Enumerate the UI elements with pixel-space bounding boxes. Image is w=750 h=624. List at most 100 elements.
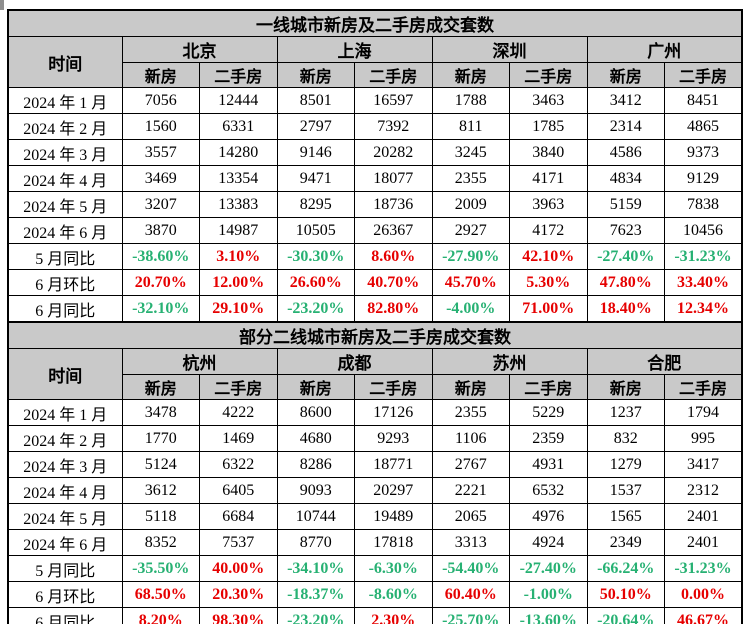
row-label: 2024 年 1 月: [7, 399, 123, 426]
table-title: 部分二线城市新房及二手房成交套数: [7, 321, 743, 349]
value-cell: 8286: [276, 451, 355, 478]
value-cell: 1237: [586, 399, 665, 426]
pct-value-cell: 60.40%: [431, 581, 510, 608]
value-cell: 5159: [586, 191, 665, 218]
pct-value-cell: 40.70%: [354, 269, 433, 296]
row-label: 6 月同比: [7, 607, 123, 624]
pct-value-cell: -31.23%: [664, 243, 743, 270]
value-cell: 1770: [121, 425, 200, 452]
value-cell: 5118: [121, 503, 200, 530]
pct-value-cell: -6.30%: [354, 555, 433, 582]
value-cell: 9471: [276, 165, 355, 192]
subcol-header-3-0: 新房: [586, 374, 665, 400]
table-row: 2024 年 3 月 5124 6322 8286 18771 2767 4931 1279 3…: [7, 451, 743, 478]
pct-value-cell: -32.10%: [121, 295, 200, 323]
value-cell: 2401: [664, 503, 743, 530]
pct-value-cell: 8.20%: [121, 607, 200, 624]
value-cell: 1565: [586, 503, 665, 530]
pct-value-cell: 2.30%: [354, 607, 433, 624]
pct-value-cell: 5.30%: [509, 269, 588, 296]
value-cell: 2221: [431, 477, 510, 504]
table-row: 2024 年 6 月 3870 14987 10505 26367 2927 4172 762…: [7, 217, 743, 244]
table-row: 2024 年 2 月 1560 6331 2797 7392 811 1785 2314 486…: [7, 113, 743, 140]
pct-value-cell: -31.23%: [664, 555, 743, 582]
table-title: 一线城市新房及二手房成交套数: [7, 9, 743, 37]
value-cell: 6322: [199, 451, 278, 478]
value-cell: 9129: [664, 165, 743, 192]
value-cell: 12444: [199, 87, 278, 114]
value-cell: 1279: [586, 451, 665, 478]
value-cell: 1106: [431, 425, 510, 452]
value-cell: 10744: [276, 503, 355, 530]
pct-value-cell: 46.67%: [664, 607, 743, 624]
value-cell: 9093: [276, 477, 355, 504]
value-cell: 20297: [354, 477, 433, 504]
pct-value-cell: 71.00%: [509, 295, 588, 323]
value-cell: 2009: [431, 191, 510, 218]
value-cell: 3612: [121, 477, 200, 504]
value-cell: 1794: [664, 399, 743, 426]
subcol-header-3-0: 新房: [586, 62, 665, 88]
subcol-header-2-1: 二手房: [509, 374, 588, 400]
subcol-header-1-0: 新房: [276, 374, 355, 400]
value-cell: 8770: [276, 529, 355, 556]
value-cell: 3245: [431, 139, 510, 166]
subcol-header-2-0: 新房: [431, 374, 510, 400]
pct-value-cell: 33.40%: [664, 269, 743, 296]
tables-container: 一线城市新房及二手房成交套数 时间 北京 上海 深圳 广州 新房 二手房 新房 二手房 新房 二手房新…: [7, 9, 743, 624]
city-header-2: 苏州: [431, 348, 588, 375]
subcol-header-0-1: 二手房: [199, 374, 278, 400]
value-cell: 18077: [354, 165, 433, 192]
subcol-header-2-0: 新房: [431, 62, 510, 88]
pct-value-cell: -54.40%: [431, 555, 510, 582]
value-cell: 10456: [664, 217, 743, 244]
pct-value-cell: 20.30%: [199, 581, 278, 608]
pct-value-cell: -27.40%: [586, 243, 665, 270]
value-cell: 3870: [121, 217, 200, 244]
value-cell: 3463: [509, 87, 588, 114]
subcol-header-3-1: 二手房: [664, 374, 743, 400]
pct-value-cell: -23.20%: [276, 607, 355, 624]
table-row: 2024 年 5 月 3207 13383 8295 18736 2009 3963 5159…: [7, 191, 743, 218]
pct-value-cell: 42.10%: [509, 243, 588, 270]
pct-value-cell: 12.34%: [664, 295, 743, 323]
value-cell: 18771: [354, 451, 433, 478]
value-cell: 14280: [199, 139, 278, 166]
row-label: 2024 年 4 月: [7, 477, 123, 504]
value-cell: 5124: [121, 451, 200, 478]
value-cell: 8600: [276, 399, 355, 426]
value-cell: 6405: [199, 477, 278, 504]
subcol-header-0-1: 二手房: [199, 62, 278, 88]
value-cell: 3478: [121, 399, 200, 426]
pct-value-cell: -18.37%: [276, 581, 355, 608]
value-cell: 2767: [431, 451, 510, 478]
value-cell: 6331: [199, 113, 278, 140]
tier1-cities-table: 一线城市新房及二手房成交套数 时间 北京 上海 深圳 广州 新房 二手房 新房 二手房 新房 二手房新…: [7, 9, 743, 323]
value-cell: 832: [586, 425, 665, 452]
subcol-header-1-1: 二手房: [354, 374, 433, 400]
pct-value-cell: -27.40%: [509, 555, 588, 582]
value-cell: 2065: [431, 503, 510, 530]
value-cell: 17818: [354, 529, 433, 556]
pct-value-cell: -1.00%: [509, 581, 588, 608]
value-cell: 4680: [276, 425, 355, 452]
value-cell: 3412: [586, 87, 665, 114]
table-row: 5 月同比 -38.60% 3.10% -30.30% 8.60% -27.90% 42.1…: [7, 243, 743, 270]
value-cell: 4222: [199, 399, 278, 426]
tier2-cities-table: 部分二线城市新房及二手房成交套数 时间 杭州 成都 苏州 合肥 新房 二手房 新房 二手房 新房 二手…: [7, 321, 743, 624]
table-row: 2024 年 1 月 3478 4222 8600 17126 2355 5229 1237 1…: [7, 399, 743, 426]
pct-value-cell: 82.80%: [354, 295, 433, 323]
value-cell: 3313: [431, 529, 510, 556]
value-cell: 6532: [509, 477, 588, 504]
value-cell: 1560: [121, 113, 200, 140]
city-header-1: 成都: [276, 348, 433, 375]
subcol-header-0-0: 新房: [121, 374, 200, 400]
value-cell: 1537: [586, 477, 665, 504]
pct-value-cell: 47.80%: [586, 269, 665, 296]
pct-value-cell: -34.10%: [276, 555, 355, 582]
value-cell: 13354: [199, 165, 278, 192]
value-cell: 4172: [509, 217, 588, 244]
value-cell: 19489: [354, 503, 433, 530]
value-cell: 7537: [199, 529, 278, 556]
